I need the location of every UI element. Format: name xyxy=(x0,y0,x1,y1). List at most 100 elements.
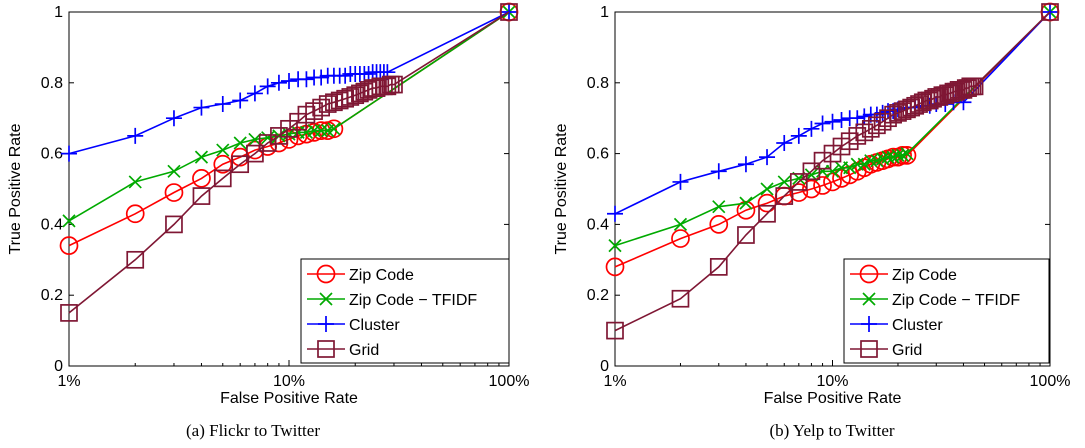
x-axis-label: False Positive Rate xyxy=(764,390,902,407)
x-tick-label: 100% xyxy=(489,373,530,390)
x-tick-label: 10% xyxy=(816,373,848,390)
panel-yelp-to-twitter: 0 0.2 0.4 0.6 0.8 1 1% 10% 100% False Positive Ra… xyxy=(553,2,1071,440)
legend-label: Zip Code − TFIDF xyxy=(349,292,477,309)
data-point xyxy=(164,183,184,202)
data-point xyxy=(214,96,231,113)
data-point xyxy=(608,239,622,253)
data-point xyxy=(259,78,276,95)
legend-label: Grid xyxy=(892,342,922,359)
y-axis-label: True Positive Rate xyxy=(7,123,24,254)
data-point xyxy=(824,113,841,130)
data-point xyxy=(605,257,625,277)
data-point xyxy=(318,95,337,113)
series-x xyxy=(608,5,1057,253)
y-tick-label: 1 xyxy=(54,4,63,21)
data-point xyxy=(246,144,264,163)
data-point xyxy=(924,89,942,108)
data-point xyxy=(167,164,181,178)
legend-marker xyxy=(316,264,336,284)
y-axis-label: True Positive Rate xyxy=(553,123,570,254)
data-point xyxy=(299,125,314,139)
legend-marker xyxy=(317,340,335,358)
legend-label: Zip Code xyxy=(349,267,414,284)
legend-marker xyxy=(862,292,876,306)
data-point xyxy=(965,77,984,96)
data-point xyxy=(378,77,397,96)
data-point xyxy=(737,226,755,244)
data-point xyxy=(312,98,330,117)
data-point xyxy=(823,144,842,163)
data-point xyxy=(760,182,774,196)
legend-label: Cluster xyxy=(892,317,943,334)
data-point xyxy=(815,164,830,178)
data-point xyxy=(857,157,871,171)
data-point xyxy=(895,148,910,162)
data-point xyxy=(790,127,807,144)
data-point xyxy=(709,258,728,276)
data-point xyxy=(607,205,623,222)
data-point xyxy=(848,127,867,145)
data-point xyxy=(500,3,518,21)
data-point xyxy=(712,200,726,214)
data-point xyxy=(346,86,365,105)
data-point xyxy=(127,127,144,144)
data-point xyxy=(672,173,689,190)
data-point xyxy=(213,154,233,174)
data-point xyxy=(884,105,902,124)
data-point xyxy=(606,321,624,340)
legend-box xyxy=(300,258,510,364)
figure-caption: (b) Yelp to Twitter xyxy=(769,421,894,440)
y-tick-label: 0.8 xyxy=(41,75,63,92)
data-point xyxy=(213,169,232,188)
data-point xyxy=(802,179,821,199)
data-point xyxy=(192,169,211,188)
data-point xyxy=(281,73,297,90)
data-point xyxy=(1041,3,1059,21)
data-point xyxy=(868,116,886,135)
legend-marker xyxy=(318,316,334,332)
data-point xyxy=(739,196,753,210)
legend-label: Zip Code − TFIDF xyxy=(892,292,1020,309)
data-point xyxy=(710,163,727,180)
x-tick-label: 1% xyxy=(603,373,626,390)
legend-marker xyxy=(860,340,878,358)
y-tick-label: 0.8 xyxy=(587,75,609,92)
data-point xyxy=(305,102,323,120)
data-point xyxy=(954,81,973,99)
data-point xyxy=(777,175,791,189)
data-point xyxy=(758,204,776,223)
data-point xyxy=(341,88,360,106)
y-tick-label: 0.6 xyxy=(41,146,63,163)
data-point xyxy=(165,215,183,234)
series-square xyxy=(60,3,518,322)
data-point xyxy=(671,289,690,308)
data-point xyxy=(832,169,851,188)
legend: Zip Code Zip Code − TFIDF Cluster Grid xyxy=(300,258,510,364)
data-point xyxy=(879,109,897,128)
data-point xyxy=(128,175,142,189)
data-point xyxy=(776,134,793,151)
data-point xyxy=(60,304,78,322)
x-tick-label: 100% xyxy=(1030,373,1071,390)
data-point xyxy=(673,217,688,232)
data-point xyxy=(855,123,874,142)
data-point xyxy=(802,162,821,181)
x-axis-label: False Positive Rate xyxy=(220,390,358,407)
data-point xyxy=(280,119,298,138)
data-point xyxy=(775,187,794,205)
data-point xyxy=(889,104,907,122)
y-tick-label: 0 xyxy=(600,358,609,375)
x-tick-label: 10% xyxy=(273,373,305,390)
data-point xyxy=(165,110,182,127)
data-point xyxy=(193,99,210,116)
legend-label: Cluster xyxy=(349,317,400,334)
panel-flickr-to-twitter: 0 0.2 0.4 0.6 0.8 1 1% 10% 100% False Positive Ra… xyxy=(7,2,530,440)
y-tick-label: 0.2 xyxy=(41,287,63,304)
data-point xyxy=(233,136,247,150)
data-point xyxy=(789,183,809,202)
data-point xyxy=(246,85,263,102)
data-point xyxy=(279,130,299,149)
legend-marker xyxy=(861,316,877,332)
data-point xyxy=(789,173,808,191)
